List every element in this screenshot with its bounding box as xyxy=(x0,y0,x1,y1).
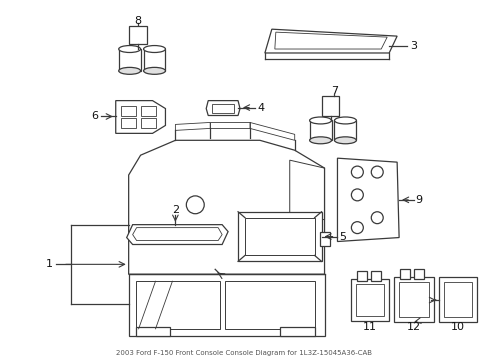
Ellipse shape xyxy=(119,46,141,53)
Bar xyxy=(212,104,234,113)
Bar xyxy=(141,118,155,129)
Circle shape xyxy=(351,166,363,178)
Bar xyxy=(334,121,356,140)
Text: 3: 3 xyxy=(410,41,417,51)
Bar xyxy=(393,277,433,322)
Bar xyxy=(319,231,329,247)
Text: 2: 2 xyxy=(171,205,179,215)
Bar xyxy=(224,281,314,329)
Bar xyxy=(141,105,155,116)
Ellipse shape xyxy=(143,67,165,74)
Ellipse shape xyxy=(119,67,141,74)
Bar xyxy=(128,274,324,336)
Text: 9: 9 xyxy=(415,195,422,205)
Circle shape xyxy=(351,222,363,234)
Bar xyxy=(357,271,366,281)
Circle shape xyxy=(370,212,383,224)
Text: 8: 8 xyxy=(134,16,141,26)
Circle shape xyxy=(370,166,383,178)
Polygon shape xyxy=(337,158,398,242)
Bar xyxy=(121,105,135,116)
Bar xyxy=(438,277,476,322)
Bar xyxy=(128,26,146,44)
Bar xyxy=(279,327,314,336)
Bar xyxy=(321,96,339,116)
Text: 6: 6 xyxy=(91,112,98,121)
Text: 2003 Ford F-150 Front Console Console Diagram for 1L3Z-15045A36-CAB: 2003 Ford F-150 Front Console Console Di… xyxy=(116,350,371,356)
Polygon shape xyxy=(238,212,321,261)
Text: 12: 12 xyxy=(406,322,420,332)
Polygon shape xyxy=(264,29,396,53)
Text: 5: 5 xyxy=(338,231,345,242)
Bar xyxy=(351,279,388,321)
Bar xyxy=(135,281,220,329)
Bar xyxy=(443,282,471,317)
Bar xyxy=(135,327,170,336)
Bar xyxy=(119,49,141,71)
Polygon shape xyxy=(126,225,227,244)
Text: 7: 7 xyxy=(330,86,337,96)
Polygon shape xyxy=(128,140,324,274)
Text: 4: 4 xyxy=(257,103,264,113)
Ellipse shape xyxy=(309,137,331,144)
Text: 11: 11 xyxy=(363,322,377,332)
Bar xyxy=(356,284,384,316)
Ellipse shape xyxy=(334,117,356,124)
Polygon shape xyxy=(116,100,165,133)
Ellipse shape xyxy=(334,137,356,144)
Ellipse shape xyxy=(309,117,331,124)
Polygon shape xyxy=(206,100,240,116)
Text: 1: 1 xyxy=(45,259,53,269)
Ellipse shape xyxy=(143,46,165,53)
Bar xyxy=(121,118,135,129)
Bar xyxy=(413,269,423,279)
Bar xyxy=(143,49,165,71)
Bar xyxy=(370,271,381,281)
Bar xyxy=(398,282,428,317)
Text: 10: 10 xyxy=(450,322,464,332)
Circle shape xyxy=(351,189,363,201)
Bar xyxy=(399,269,409,279)
Circle shape xyxy=(186,196,204,214)
Bar xyxy=(309,121,331,140)
